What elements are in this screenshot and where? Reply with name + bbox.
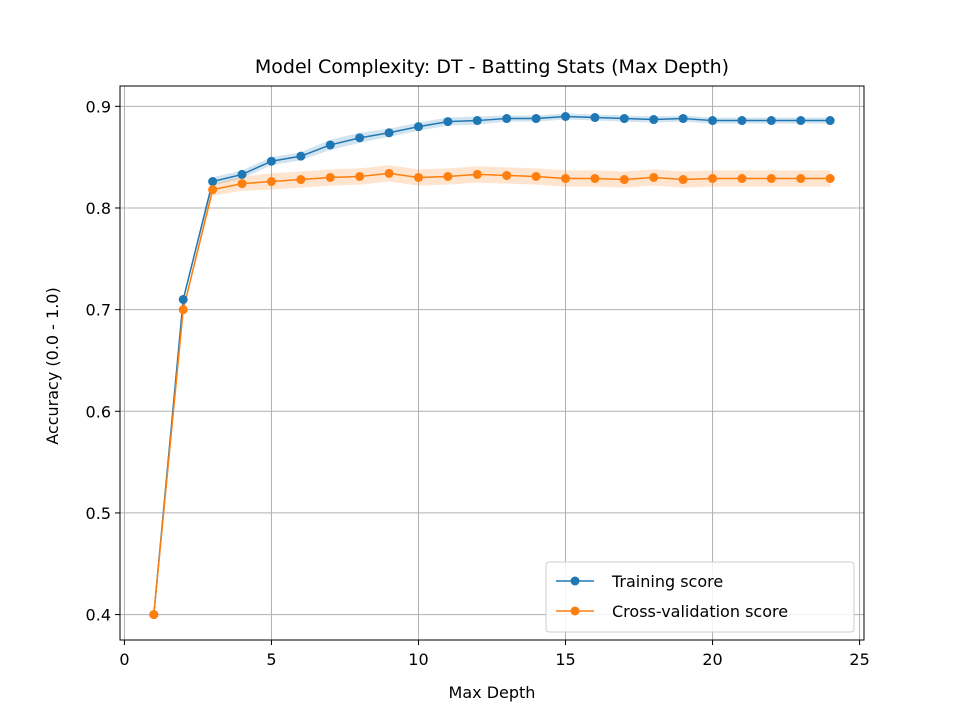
plot-frame — [119, 85, 865, 641]
data-point — [413, 172, 423, 182]
data-point — [384, 128, 394, 138]
data-point — [502, 170, 512, 180]
data-point — [619, 114, 629, 124]
data-point — [590, 174, 600, 184]
data-point — [208, 185, 218, 195]
data-point — [266, 177, 276, 187]
data-point — [619, 175, 629, 185]
data-point — [649, 115, 659, 125]
data-point — [708, 174, 718, 184]
data-point — [296, 151, 306, 161]
data-point — [737, 116, 747, 126]
data-point — [266, 156, 276, 166]
chart-title: Model Complexity: DT - Batting Stats (Ma… — [255, 56, 729, 78]
data-point — [237, 169, 247, 179]
data-point — [355, 171, 365, 181]
data-point — [796, 174, 806, 184]
data-point — [561, 174, 571, 184]
series-lines — [153, 115, 831, 615]
data-point — [531, 114, 541, 124]
y-axis-title: Accuracy (0.0 - 1.0) — [43, 287, 62, 444]
data-point — [531, 171, 541, 181]
data-point — [296, 175, 306, 185]
x-tick-label: 0 — [119, 650, 129, 669]
data-point — [678, 114, 688, 124]
y-tick-label: 0.9 — [86, 97, 111, 116]
y-tick-label: 0.6 — [86, 402, 111, 421]
y-tick-label: 0.8 — [86, 199, 111, 218]
series-line-0 — [153, 115, 831, 615]
data-point — [825, 116, 835, 126]
x-tick-label: 5 — [266, 650, 276, 669]
series-line-1 — [153, 172, 831, 615]
data-point — [208, 177, 218, 187]
data-point — [149, 610, 159, 620]
data-point — [325, 140, 335, 150]
legend-swatch-marker — [570, 576, 580, 586]
x-tick-label: 15 — [555, 650, 575, 669]
legend-box — [545, 561, 855, 633]
data-point — [649, 172, 659, 182]
data-point — [502, 114, 512, 124]
x-tick-label: 25 — [849, 650, 869, 669]
axis-ticks: 0 5 10 15 20 25 0.4 0.5 0.6 0.7 0.8 0.9 — [86, 97, 870, 669]
legend-swatch-marker — [570, 606, 580, 616]
legend-label: Training score — [611, 572, 723, 591]
data-point — [561, 111, 571, 121]
x-tick-label: 10 — [408, 650, 428, 669]
data-point — [237, 179, 247, 189]
data-point — [737, 174, 747, 184]
data-point — [178, 294, 188, 304]
data-point — [472, 116, 482, 126]
legend: Training score Cross-validation score — [545, 561, 855, 633]
series-markers — [149, 111, 835, 620]
y-tick-label: 0.7 — [86, 301, 111, 320]
data-point — [355, 133, 365, 143]
legend-label: Cross-validation score — [612, 602, 788, 621]
data-point — [178, 305, 188, 315]
x-tick-label: 20 — [702, 650, 722, 669]
data-point — [708, 116, 718, 126]
x-axis-title: Max Depth — [449, 683, 536, 702]
data-point — [413, 122, 423, 132]
y-tick-label: 0.5 — [86, 504, 111, 523]
data-point — [472, 169, 482, 179]
data-point — [590, 113, 600, 123]
data-point — [825, 174, 835, 184]
data-point — [443, 171, 453, 181]
data-point — [796, 116, 806, 126]
y-tick-label: 0.4 — [86, 606, 111, 625]
data-point — [766, 116, 776, 126]
data-point — [325, 172, 335, 182]
data-point — [384, 168, 394, 178]
data-point — [443, 117, 453, 127]
data-point — [678, 175, 688, 185]
data-point — [766, 174, 776, 184]
